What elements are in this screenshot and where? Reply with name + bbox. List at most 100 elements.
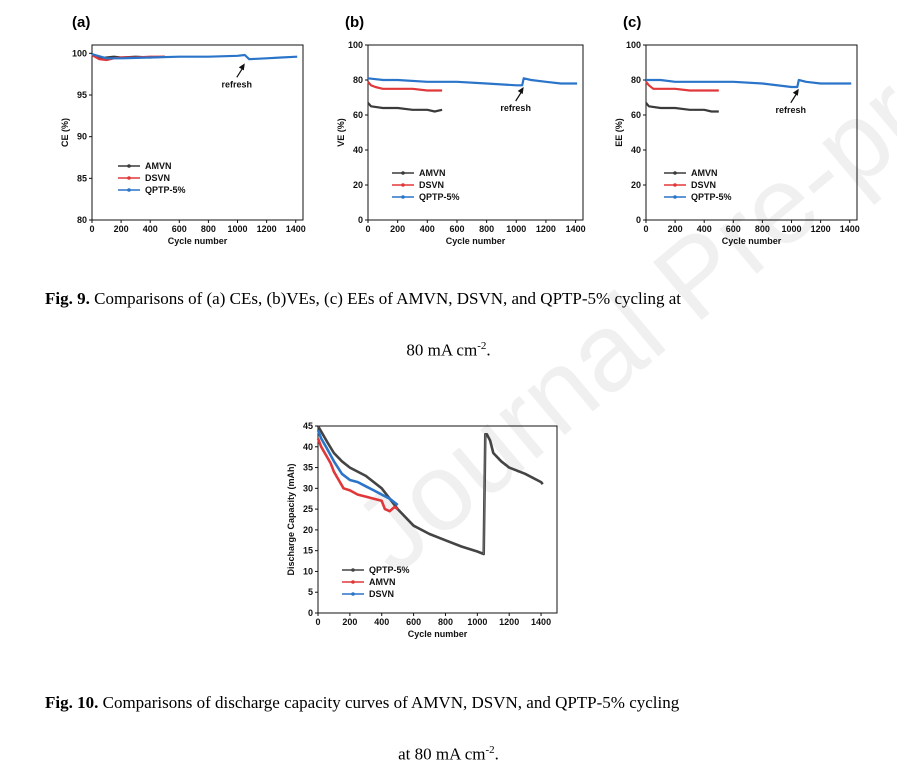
legend-marker: [401, 183, 405, 187]
y-tick-label: 45: [303, 421, 313, 431]
series-line-qptp-5pct: [367, 77, 578, 87]
legend-label: DSVN: [691, 180, 716, 190]
x-tick-label: 1200: [536, 224, 556, 234]
legend-label: AMVN: [369, 577, 396, 587]
legend-label: DSVN: [145, 173, 170, 183]
x-tick-label: 1000: [782, 224, 802, 234]
x-tick-label: 1000: [228, 224, 248, 234]
y-tick-label: 0: [308, 608, 313, 618]
x-tick-label: 1400: [286, 224, 306, 234]
y-tick-label: 20: [353, 180, 363, 190]
refresh-arrow-head: [238, 63, 245, 71]
y-tick-label: 80: [77, 215, 87, 225]
y-tick-label: 20: [631, 180, 641, 190]
series-line-amvn: [316, 438, 399, 513]
legend-label: QPTP-5%: [145, 185, 186, 195]
series-line-qptp-5pct: [91, 53, 298, 61]
x-tick-label: 1000: [506, 224, 526, 234]
series-line-dsvn: [367, 81, 443, 92]
legend-marker: [401, 171, 405, 175]
y-tick-label: 60: [353, 110, 363, 120]
legend-marker: [127, 188, 131, 192]
x-axis-label: Cycle number: [168, 236, 228, 246]
x-tick-label: 0: [365, 224, 370, 234]
x-tick-label: 400: [420, 224, 435, 234]
x-tick-label: 400: [143, 224, 158, 234]
legend-marker: [127, 164, 131, 168]
y-tick-label: 80: [631, 75, 641, 85]
plot-frame: [91, 44, 304, 221]
y-tick-label: 0: [636, 215, 641, 225]
x-tick-label: 400: [374, 617, 389, 627]
fig10-caption-end: .: [494, 744, 499, 764]
y-tick-label: 90: [77, 132, 87, 142]
x-tick-label: 400: [697, 224, 712, 234]
y-tick-label: 30: [303, 483, 313, 493]
series-line-amvn: [645, 102, 719, 113]
x-tick-label: 800: [479, 224, 494, 234]
plot-frame: [367, 44, 584, 221]
legend-marker: [401, 195, 405, 199]
y-tick-label: 85: [77, 173, 87, 183]
y-tick-label: 80: [353, 75, 363, 85]
y-tick-label: 40: [303, 442, 313, 452]
legend-marker: [673, 171, 677, 175]
fig10-caption-line2: at 80 mA cm-2.: [0, 744, 897, 765]
refresh-annotation: refresh: [500, 103, 531, 113]
y-tick-label: 35: [303, 463, 313, 473]
x-tick-label: 1000: [467, 617, 487, 627]
panel-label: (b): [345, 14, 364, 31]
fig9-caption-unit: 80 mA cm: [406, 340, 478, 360]
fig10-caption-unit: at 80 mA cm: [398, 744, 486, 764]
x-tick-label: 1200: [499, 617, 519, 627]
panel-label: (a): [72, 14, 90, 31]
legend-label: AMVN: [145, 161, 172, 171]
x-tick-label: 0: [89, 224, 94, 234]
y-axis-label: CE (%): [60, 118, 70, 147]
chart-fig10: 0 200 400 600 800 1000 1200 1400 0 5 10 15 20 25 30 35 4…: [286, 421, 558, 639]
y-tick-label: 60: [631, 110, 641, 120]
x-tick-label: 0: [643, 224, 648, 234]
legend-marker: [127, 176, 131, 180]
x-tick-label: 200: [114, 224, 129, 234]
fig10-caption-text: Comparisons of discharge capacity curves…: [102, 693, 680, 712]
fig9-caption-label: Fig. 9.: [45, 289, 90, 308]
y-axis-label: VE (%): [336, 118, 346, 147]
series-line-dsvn: [316, 429, 399, 507]
refresh-annotation: refresh: [776, 105, 807, 115]
fig10-caption-sup: -2: [485, 744, 495, 756]
x-tick-label: 200: [342, 617, 357, 627]
legend-label: QPTP-5%: [369, 565, 410, 575]
y-tick-label: 95: [77, 90, 87, 100]
y-tick-label: 100: [72, 48, 87, 58]
x-tick-label: 1400: [840, 224, 860, 234]
y-tick-label: 40: [631, 145, 641, 155]
legend-label: QPTP-5%: [691, 192, 732, 202]
legend-label: DSVN: [369, 589, 394, 599]
x-tick-label: 0: [315, 617, 320, 627]
chart-a: 0 200 400 600 800 1000 1200 1400 80 85 90 95 100 Cycl…: [60, 14, 306, 246]
series-line-amvn: [367, 102, 443, 113]
plot-frame: [645, 44, 858, 221]
y-tick-label: 25: [303, 504, 313, 514]
fig9-caption-text: Comparisons of (a) CEs, (b)VEs, (c) EEs …: [94, 289, 681, 308]
refresh-arrow-head: [792, 88, 799, 96]
legend-label: DSVN: [419, 180, 444, 190]
fig9-caption-line1: Fig. 9. Comparisons of (a) CEs, (b)VEs, …: [45, 289, 681, 309]
x-axis-label: Cycle number: [722, 236, 782, 246]
x-tick-label: 200: [390, 224, 405, 234]
panel-label: (c): [623, 14, 641, 31]
series-line-dsvn: [645, 81, 719, 92]
x-tick-label: 1200: [257, 224, 277, 234]
x-tick-label: 200: [668, 224, 683, 234]
y-tick-label: 0: [358, 215, 363, 225]
fig10-caption-line1: Fig. 10. Comparisons of discharge capaci…: [45, 693, 679, 713]
x-tick-label: 600: [449, 224, 464, 234]
fig9-caption-sup: -2: [477, 340, 487, 352]
y-tick-label: 15: [303, 546, 313, 556]
x-tick-label: 600: [726, 224, 741, 234]
chart-c: 0 200 400 600 800 1000 1200 1400 0 20 40 60 80 100 Cyc…: [614, 14, 860, 246]
y-axis-label: Discharge Capacity (mAh): [286, 463, 296, 575]
fig9-caption-line2: 80 mA cm-2.: [0, 340, 897, 361]
